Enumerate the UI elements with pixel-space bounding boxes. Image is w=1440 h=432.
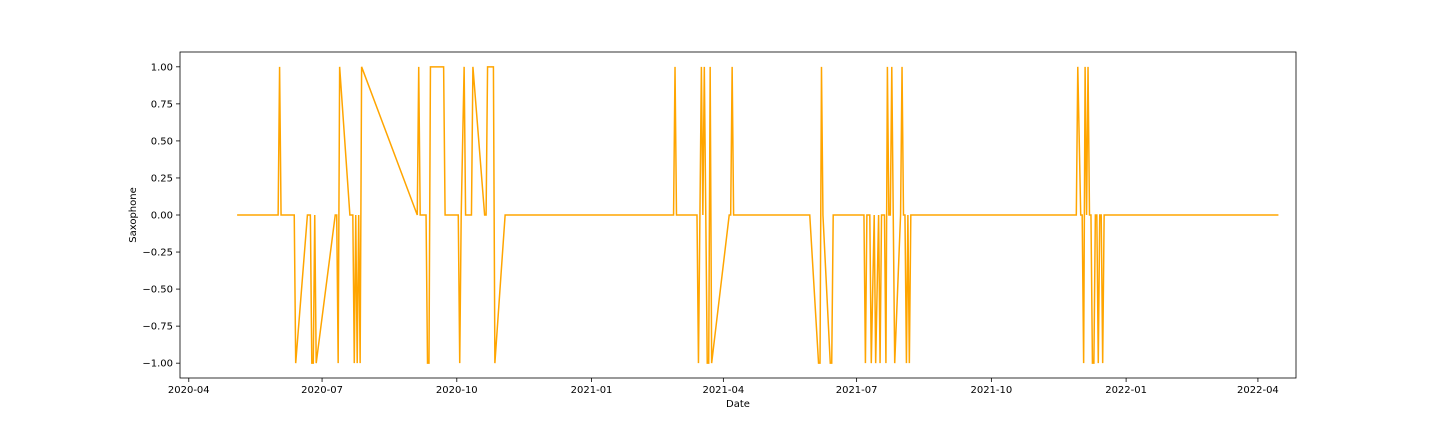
x-tick-label: 2021-10 xyxy=(970,385,1012,396)
y-axis-label: Saxophone xyxy=(128,187,139,243)
y-tick-label: −0.75 xyxy=(142,322,173,333)
x-tick-label: 2020-07 xyxy=(301,385,343,396)
x-tick-label: 2020-04 xyxy=(168,385,210,396)
y-tick-label: 0.50 xyxy=(151,136,173,147)
x-tick-label: 2021-04 xyxy=(702,385,744,396)
x-tick-label: 2022-01 xyxy=(1105,385,1147,396)
x-tick-label: 2021-01 xyxy=(571,385,613,396)
y-tick-label: 1.00 xyxy=(151,62,173,73)
y-tick-label: 0.75 xyxy=(151,99,173,110)
y-tick-label: 0.25 xyxy=(151,173,173,184)
y-tick-label: −0.25 xyxy=(142,248,173,259)
plot-frame xyxy=(179,51,1297,379)
x-axis-label: Date xyxy=(726,399,750,410)
x-tick-label: 2020-10 xyxy=(436,385,478,396)
y-tick-label: 0.00 xyxy=(151,211,173,222)
y-tick-label: −0.50 xyxy=(142,285,173,296)
y-tick-label: −1.00 xyxy=(142,359,173,370)
x-tick-label: 2022-04 xyxy=(1237,385,1279,396)
x-tick-label: 2021-07 xyxy=(836,385,878,396)
series-line-0 xyxy=(237,66,1279,364)
